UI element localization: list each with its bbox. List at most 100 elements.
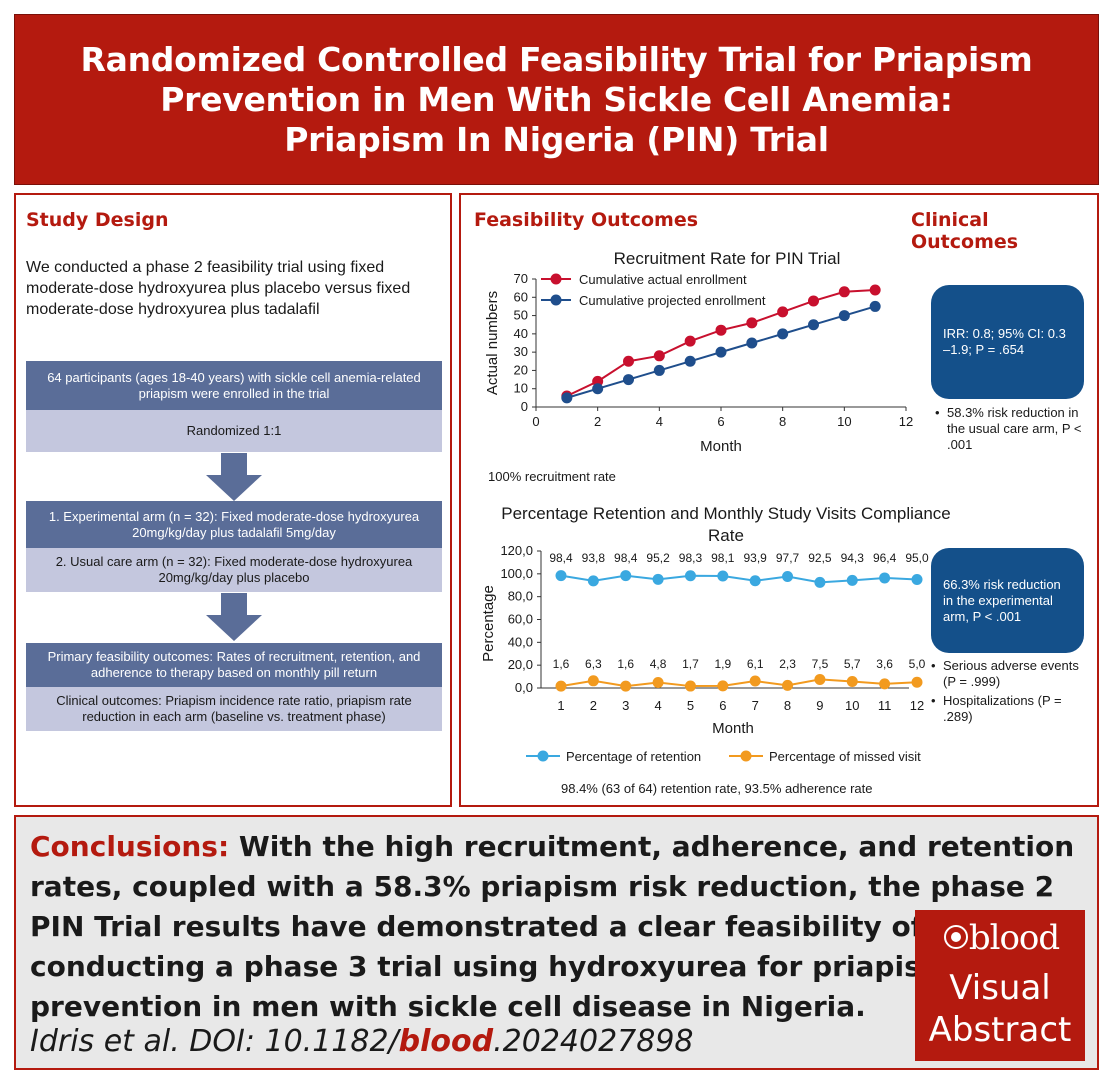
data-label: 95,0 xyxy=(905,551,929,565)
bullet-hospitalizations: Hospitalizations (P = .289) xyxy=(931,693,1091,725)
data-point xyxy=(717,570,729,582)
data-point xyxy=(715,346,727,358)
x-tick-label: 8 xyxy=(784,698,791,713)
conclusions-label: Conclusions: xyxy=(30,830,230,863)
x-tick-label: 8 xyxy=(779,414,786,429)
legend-label: Percentage of retention xyxy=(566,749,701,764)
data-point xyxy=(846,675,858,687)
data-point xyxy=(587,675,599,687)
conclusions-panel: Conclusions: With the high recruitment, … xyxy=(14,815,1099,1070)
legend-label: Percentage of missed visit xyxy=(769,749,921,764)
study-design-heading: Study Design xyxy=(26,209,169,231)
data-point xyxy=(749,575,761,587)
x-tick-label: 6 xyxy=(719,698,726,713)
y-tick-label: 20 xyxy=(514,362,528,377)
y-tick-label: 30 xyxy=(514,344,528,359)
data-label: 3,6 xyxy=(876,657,893,671)
x-tick-label: 7 xyxy=(752,698,759,713)
y-tick-label: 120,0 xyxy=(500,545,533,558)
data-point xyxy=(814,576,826,588)
clinical-heading: Clinical Outcomes xyxy=(911,209,1019,253)
x-tick-label: 9 xyxy=(816,698,823,713)
citation[interactable]: Idris et al. DOI: 10.1182/blood.20240278… xyxy=(30,1024,694,1059)
data-point xyxy=(838,310,850,322)
x-tick-label: 6 xyxy=(717,414,724,429)
data-label: 96,4 xyxy=(873,551,897,565)
legend-marker xyxy=(740,750,752,762)
citation-blood: blood xyxy=(398,1024,494,1059)
participants-box: 64 participants (ages 18-40 years) with … xyxy=(26,361,442,410)
usual-care-arm-box: 2. Usual care arm (n = 32): Fixed modera… xyxy=(26,548,442,592)
recruitment-chart: 0 10 20 30 40 50 60 70 0 2 4 6 8 10 12 Month Actual numb… xyxy=(484,273,913,455)
citation-suffix: .2024027898 xyxy=(493,1024,694,1059)
data-label: 5,7 xyxy=(844,657,861,671)
x-axis-label: Month xyxy=(712,720,754,737)
recruitment-note: 100% recruitment rate xyxy=(488,469,616,484)
y-tick-label: 80,0 xyxy=(508,589,533,604)
data-point xyxy=(561,392,573,404)
x-tick-label: 10 xyxy=(837,414,851,429)
data-point xyxy=(749,675,761,687)
y-tick-label: 40,0 xyxy=(508,634,533,649)
y-tick-label: 100,0 xyxy=(500,566,533,581)
data-point xyxy=(623,374,634,386)
x-tick-label: 5 xyxy=(687,698,694,713)
data-label: 98,4 xyxy=(614,551,638,565)
data-label: 93,9 xyxy=(744,551,768,565)
title-line-2: Prevention in Men With Sickle Cell Anemi… xyxy=(160,79,953,119)
recruitment-chart-title: Recruitment Rate for PIN Trial xyxy=(613,249,841,268)
x-tick-label: 2 xyxy=(590,698,597,713)
data-point xyxy=(911,676,923,688)
y-tick-label: 20,0 xyxy=(508,657,533,672)
x-axis-label: Month xyxy=(700,438,742,455)
data-label: 98,1 xyxy=(711,551,735,565)
data-label: 97,7 xyxy=(776,551,800,565)
irr-callout: IRR: 0.8; 95% CI: 0.3 –1.9; P = .654 xyxy=(931,285,1084,399)
data-point xyxy=(879,572,891,584)
retention-note: 98.4% (63 of 64) retention rate, 93.5% a… xyxy=(561,781,873,796)
title-line-3: Priapism In Nigeria (PIN) Trial xyxy=(284,119,829,159)
retention-chart-title: Percentage Retention and Monthly Study V… xyxy=(501,504,951,545)
series-line xyxy=(560,678,918,688)
title-line-1: Randomized Controlled Feasibility Trial … xyxy=(80,39,1033,79)
legend-label: Cumulative actual enrollment xyxy=(579,273,747,287)
data-point xyxy=(746,337,758,349)
x-tick-label: 4 xyxy=(654,698,661,713)
data-point xyxy=(715,324,727,336)
conclusions-text: Conclusions: With the high recruitment, … xyxy=(30,827,1090,1027)
clinical-bullets-2: Serious adverse events (P = .999) Hospit… xyxy=(931,658,1091,728)
data-label: 98,4 xyxy=(549,551,573,565)
primary-outcomes-box: Primary feasibility outcomes: Rates of r… xyxy=(26,643,442,687)
data-point xyxy=(869,300,881,312)
legend-label: Cumulative projected enrollment xyxy=(579,293,766,308)
y-tick-label: 60,0 xyxy=(508,612,533,627)
data-point xyxy=(623,355,634,367)
data-label: 1,6 xyxy=(617,657,634,671)
data-point xyxy=(653,350,665,362)
experimental-arm-box: 1. Experimental arm (n = 32): Fixed mode… xyxy=(26,501,442,548)
feasibility-heading: Feasibility Outcomes xyxy=(474,209,699,231)
y-tick-label: 40 xyxy=(514,326,528,341)
y-tick-label: 60 xyxy=(514,289,528,304)
legend-marker xyxy=(550,273,562,285)
data-point xyxy=(587,575,599,587)
x-tick-label: 12 xyxy=(899,414,913,429)
data-point xyxy=(592,383,604,395)
y-tick-label: 50 xyxy=(514,308,528,323)
data-label: 6,1 xyxy=(747,657,764,671)
x-tick-label: 11 xyxy=(878,698,892,713)
data-label: 7,5 xyxy=(812,657,829,671)
data-point xyxy=(555,570,567,582)
data-point xyxy=(879,678,891,690)
data-point xyxy=(814,673,826,685)
society-seal-icon xyxy=(944,925,968,949)
data-point xyxy=(746,317,758,329)
citation-prefix: Idris et al. DOI: 10.1182/ xyxy=(30,1024,399,1059)
x-tick-label: 3 xyxy=(622,698,629,713)
data-point xyxy=(777,328,789,340)
risk-reduction-callout: 66.3% risk reduction in the experimental… xyxy=(931,548,1084,653)
data-label: 6,3 xyxy=(585,657,602,671)
randomized-box: Randomized 1:1 xyxy=(26,410,442,452)
y-axis-label: Actual numbers xyxy=(484,291,501,395)
logo-blood: blood xyxy=(968,918,1060,958)
